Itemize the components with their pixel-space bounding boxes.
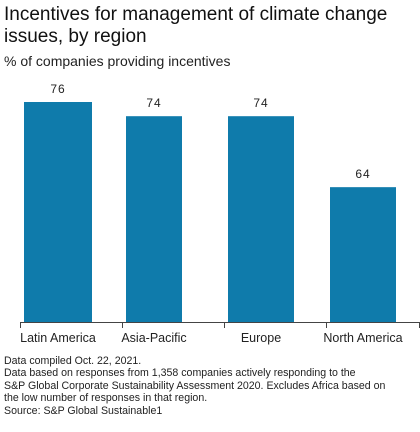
data-label-3: 74	[253, 96, 268, 110]
bar-4	[330, 187, 396, 322]
bar-1	[24, 102, 92, 322]
footnote-source: Source: S&P Global Sustainable1	[4, 404, 163, 417]
chart-subtitle: % of companies providing incentives	[4, 53, 231, 69]
category-label-4: North America	[323, 331, 402, 345]
category-label-2: Asia-Pacific	[121, 331, 186, 345]
footnote-basis-3: the low number of responses in that regi…	[4, 392, 208, 405]
data-label-2: 74	[146, 96, 161, 110]
data-label-1: 76	[50, 82, 65, 96]
data-label-4: 64	[355, 167, 370, 181]
footnote-basis-1: Data based on responses from 1,358 compa…	[4, 367, 356, 380]
chart-title: Incentives for management of climate cha…	[4, 4, 388, 47]
bar-chart: 76 Latin America 74 Asia-Pacific 74 Europe 64 N…	[20, 82, 420, 345]
footnotes: Data compiled Oct. 22, 2021. Data based …	[4, 355, 418, 417]
footnote-date: Data compiled Oct. 22, 2021.	[4, 355, 142, 367]
bar-2	[126, 116, 182, 323]
category-label-3: Europe	[241, 331, 281, 345]
bar-3	[228, 116, 294, 323]
footnote-basis-2: S&P Global Corporate Sustainability Asse…	[4, 379, 386, 392]
category-label-1: Latin America	[20, 331, 96, 345]
